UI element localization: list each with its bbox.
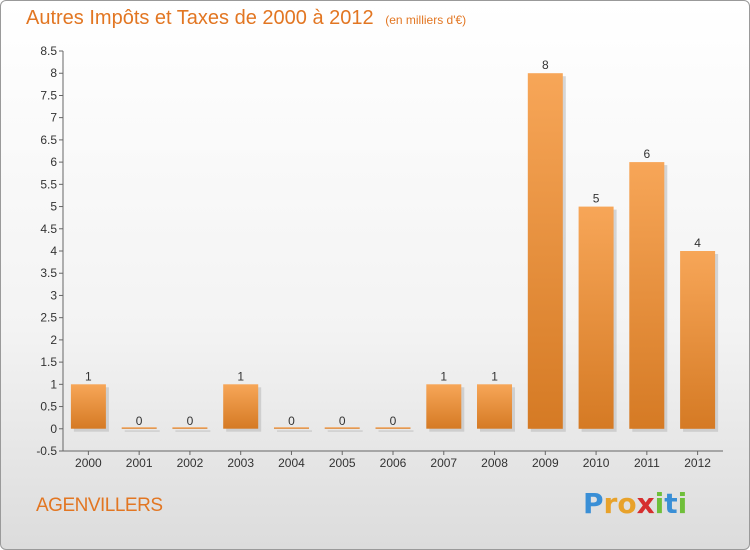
bar-shadow	[327, 430, 363, 432]
y-tick-label: 8.5	[40, 44, 57, 58]
y-tick-label: 0.5	[40, 400, 57, 414]
bar-shadow	[378, 430, 414, 432]
x-tick-label: 2001	[126, 456, 153, 470]
bar	[680, 251, 716, 429]
logo-letter: i	[654, 487, 665, 520]
y-tick-label: 4	[50, 244, 57, 258]
logo-letter: x	[636, 487, 655, 520]
chart-title-text: Autres Impôts et Taxes de 2000 à 2012	[26, 7, 374, 29]
y-tick-label: 3	[50, 288, 57, 302]
bar-value-label: 0	[136, 414, 143, 428]
x-tick-label: 2009	[532, 456, 559, 470]
y-tick-label: 8	[50, 66, 57, 80]
chart-subtitle: (en milliers d'€)	[385, 13, 467, 27]
y-tick-label: 7.5	[40, 88, 57, 102]
y-tick-label: 6.5	[40, 133, 57, 147]
commune-name: AGENVILLERS	[36, 495, 163, 516]
bar-shadow	[277, 430, 312, 432]
y-tick-label: -0.5	[36, 444, 57, 458]
x-tick-label: 2011	[634, 456, 660, 470]
bar-value-label: 8	[542, 58, 549, 72]
y-tick-label: 4.5	[40, 222, 57, 236]
y-tick-label: 1	[50, 377, 57, 391]
bar	[426, 384, 462, 429]
bar-value-label: 1	[237, 369, 244, 383]
logo-letter: P	[583, 487, 604, 520]
bar	[375, 427, 411, 429]
x-tick-label: 2012	[684, 456, 711, 470]
x-tick-label: 2010	[583, 456, 610, 470]
bar	[121, 427, 157, 429]
chart-title: Autres Impôts et Taxes de 2000 à 2012 (e…	[26, 7, 466, 30]
y-tick-label: 3.5	[40, 266, 57, 280]
logo-letter: o	[617, 487, 637, 520]
y-tick-label: 7	[50, 111, 57, 125]
x-tick-label: 2005	[329, 456, 356, 470]
bar-shadow	[124, 430, 160, 432]
bar-value-label: 6	[644, 147, 651, 161]
y-tick-label: 0	[50, 422, 57, 436]
x-tick-label: 2006	[380, 456, 407, 470]
y-tick-label: 2.5	[40, 311, 57, 325]
x-tick-label: 2003	[227, 456, 254, 470]
y-tick-label: 6	[50, 155, 57, 169]
bar	[70, 384, 106, 429]
x-tick-label: 2008	[481, 456, 508, 470]
bar-value-label: 1	[491, 369, 498, 383]
bar-value-label: 0	[390, 414, 397, 428]
bar-value-label: 1	[440, 369, 447, 383]
bar	[324, 427, 360, 429]
bar-value-label: 4	[694, 236, 701, 250]
bar	[172, 427, 208, 429]
bar	[629, 162, 665, 429]
bar	[578, 206, 614, 429]
bar-value-label: 5	[593, 192, 600, 206]
x-tick-label: 2002	[177, 456, 204, 470]
y-tick-label: 5.5	[40, 177, 57, 191]
y-tick-label: 1.5	[40, 355, 57, 369]
y-tick-label: 2	[50, 333, 57, 347]
bar	[477, 384, 512, 429]
bar-value-label: 1	[85, 369, 92, 383]
proxiti-logo: Proxiti	[583, 487, 687, 520]
logo-letter: t	[664, 487, 678, 520]
x-tick-label: 2000	[75, 456, 102, 470]
bar	[223, 384, 259, 429]
bar-value-label: 0	[339, 414, 346, 428]
bar	[274, 427, 309, 429]
x-tick-label: 2004	[278, 456, 305, 470]
logo-letter: i	[677, 487, 688, 520]
x-tick-label: 2007	[430, 456, 457, 470]
y-tick-label: 5	[50, 200, 57, 214]
bar	[527, 73, 563, 429]
bar-value-label: 0	[288, 414, 295, 428]
bar-shadow	[175, 430, 211, 432]
bar-value-label: 0	[187, 414, 194, 428]
logo-letter: r	[603, 487, 618, 520]
